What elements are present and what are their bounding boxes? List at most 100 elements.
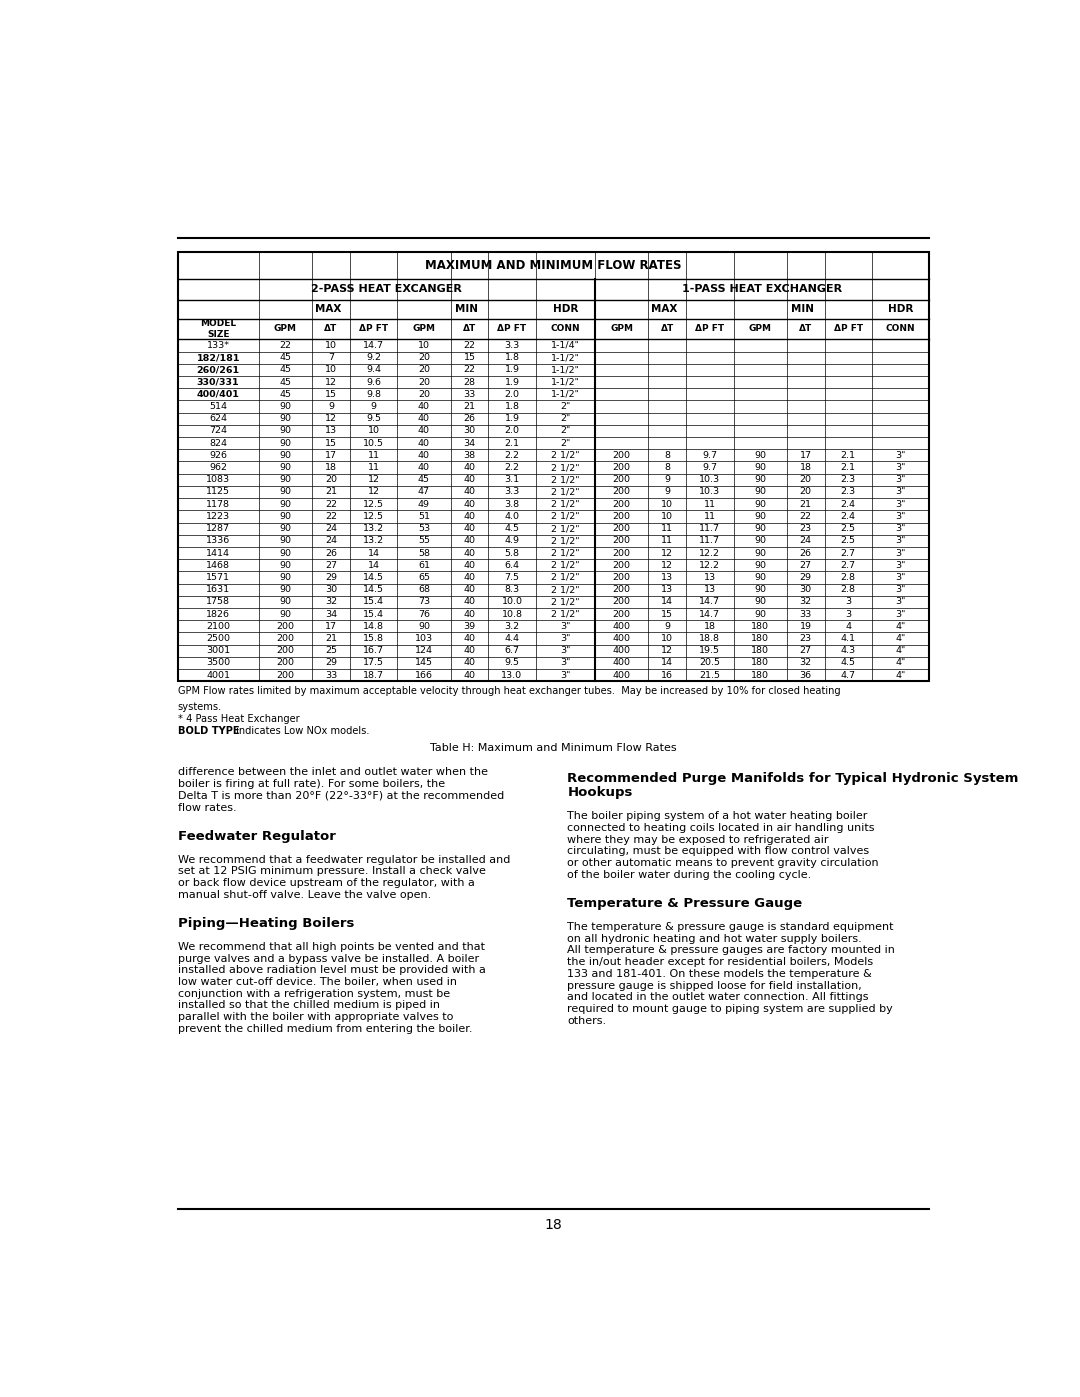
Text: 40: 40 [463, 658, 475, 668]
Text: ΔP FT: ΔP FT [359, 324, 388, 334]
Text: pressure gauge is shipped loose for field installation,: pressure gauge is shipped loose for fiel… [567, 981, 862, 990]
Text: 9.5: 9.5 [366, 415, 381, 423]
Text: 3": 3" [895, 511, 906, 521]
Text: 10: 10 [661, 511, 673, 521]
Text: indicates Low NOx models.: indicates Low NOx models. [233, 726, 370, 736]
Text: 22: 22 [280, 341, 292, 351]
Text: 24: 24 [325, 536, 337, 545]
Text: 1631: 1631 [206, 585, 230, 594]
Text: others.: others. [567, 1016, 607, 1025]
Text: 2.4: 2.4 [840, 500, 855, 509]
Text: Delta T is more than 20°F (22°-33°F) at the recommended: Delta T is more than 20°F (22°-33°F) at … [177, 791, 504, 800]
Text: 12: 12 [661, 549, 673, 557]
Text: CONN: CONN [551, 324, 580, 334]
Text: 33: 33 [463, 390, 475, 398]
Text: 10: 10 [367, 426, 379, 436]
Text: 13: 13 [661, 585, 673, 594]
Text: 9: 9 [328, 402, 334, 411]
Text: 1-PASS HEAT EXCHANGER: 1-PASS HEAT EXCHANGER [683, 285, 842, 295]
Text: 34: 34 [325, 609, 337, 619]
Text: 2500: 2500 [206, 634, 230, 643]
Text: 200: 200 [612, 549, 631, 557]
Text: 14.7: 14.7 [699, 609, 720, 619]
Text: 68: 68 [418, 585, 430, 594]
Text: 9.7: 9.7 [702, 451, 717, 460]
Text: 3": 3" [561, 622, 570, 631]
Text: 3": 3" [895, 451, 906, 460]
Text: 10.8: 10.8 [501, 609, 523, 619]
Text: 27: 27 [799, 560, 812, 570]
Text: 24: 24 [325, 524, 337, 534]
Text: 9.5: 9.5 [504, 658, 519, 668]
Text: of the boiler water during the cooling cycle.: of the boiler water during the cooling c… [567, 870, 812, 880]
Text: 90: 90 [280, 500, 292, 509]
Text: 3": 3" [895, 549, 906, 557]
Text: 90: 90 [754, 488, 766, 496]
Text: 2 1/2": 2 1/2" [551, 609, 580, 619]
Text: 18.8: 18.8 [699, 634, 720, 643]
Bar [595, 376, 930, 388]
Text: or other automatic means to prevent gravity circulation: or other automatic means to prevent grav… [567, 858, 879, 868]
Text: 11: 11 [704, 511, 716, 521]
Text: 90: 90 [754, 560, 766, 570]
Text: 1-1/2": 1-1/2" [551, 390, 580, 398]
Text: 40: 40 [463, 560, 475, 570]
Text: 21: 21 [463, 402, 475, 411]
Text: 12.5: 12.5 [363, 511, 384, 521]
Text: ΔT: ΔT [661, 324, 674, 334]
Text: 962: 962 [210, 462, 227, 472]
Text: 33: 33 [799, 609, 812, 619]
Text: 1-1/2": 1-1/2" [551, 366, 580, 374]
Text: 32: 32 [325, 598, 337, 606]
Text: 11: 11 [661, 524, 673, 534]
Text: 133 and 181-401. On these models the temperature &: 133 and 181-401. On these models the tem… [567, 970, 873, 979]
Text: All temperature & pressure gauges are factory mounted in: All temperature & pressure gauges are fa… [567, 946, 895, 956]
Text: 200: 200 [612, 585, 631, 594]
Text: 200: 200 [612, 524, 631, 534]
Text: 2.8: 2.8 [840, 573, 855, 583]
Text: 200: 200 [612, 573, 631, 583]
Text: 200: 200 [276, 671, 295, 679]
Text: 3": 3" [895, 500, 906, 509]
Text: 15.4: 15.4 [363, 609, 384, 619]
Text: 14: 14 [661, 598, 673, 606]
Text: 3": 3" [895, 598, 906, 606]
Text: GPM: GPM [748, 324, 772, 334]
Text: 20: 20 [799, 475, 812, 485]
Text: 15.4: 15.4 [363, 598, 384, 606]
Text: 16.7: 16.7 [363, 647, 384, 655]
Text: 11: 11 [661, 536, 673, 545]
Text: 10: 10 [418, 341, 430, 351]
Text: circulating, must be equipped with flow control valves: circulating, must be equipped with flow … [567, 847, 869, 856]
Text: set at 12 PSIG minimum pressure. Install a check valve: set at 12 PSIG minimum pressure. Install… [177, 866, 486, 876]
Text: where they may be exposed to refrigerated air: where they may be exposed to refrigerate… [567, 835, 829, 845]
Text: 18: 18 [325, 462, 337, 472]
Text: MIN: MIN [455, 305, 478, 314]
Text: 23: 23 [799, 524, 812, 534]
Text: 26: 26 [799, 549, 812, 557]
Text: 10.5: 10.5 [363, 439, 384, 447]
Text: 3": 3" [895, 585, 906, 594]
Text: 40: 40 [418, 462, 430, 472]
Text: 7: 7 [328, 353, 334, 362]
Text: GPM: GPM [413, 324, 435, 334]
Text: The boiler piping system of a hot water heating boiler: The boiler piping system of a hot water … [567, 812, 868, 821]
Text: 400: 400 [612, 634, 631, 643]
Text: 200: 200 [612, 488, 631, 496]
Text: 40: 40 [463, 511, 475, 521]
Text: 90: 90 [280, 573, 292, 583]
Text: 4": 4" [895, 622, 906, 631]
Text: 90: 90 [280, 511, 292, 521]
Text: 3500: 3500 [206, 658, 230, 668]
Text: 10: 10 [325, 366, 337, 374]
Text: 14.7: 14.7 [699, 598, 720, 606]
Text: 40: 40 [463, 598, 475, 606]
Text: 2 1/2": 2 1/2" [551, 462, 580, 472]
Text: difference between the inlet and outlet water when the: difference between the inlet and outlet … [177, 767, 488, 778]
Text: 11.7: 11.7 [699, 536, 720, 545]
Bar [595, 401, 930, 412]
Text: 6.4: 6.4 [504, 560, 519, 570]
Text: 12.5: 12.5 [363, 500, 384, 509]
Text: 9.4: 9.4 [366, 366, 381, 374]
Text: conjunction with a refrigeration system, must be: conjunction with a refrigeration system,… [177, 989, 449, 999]
